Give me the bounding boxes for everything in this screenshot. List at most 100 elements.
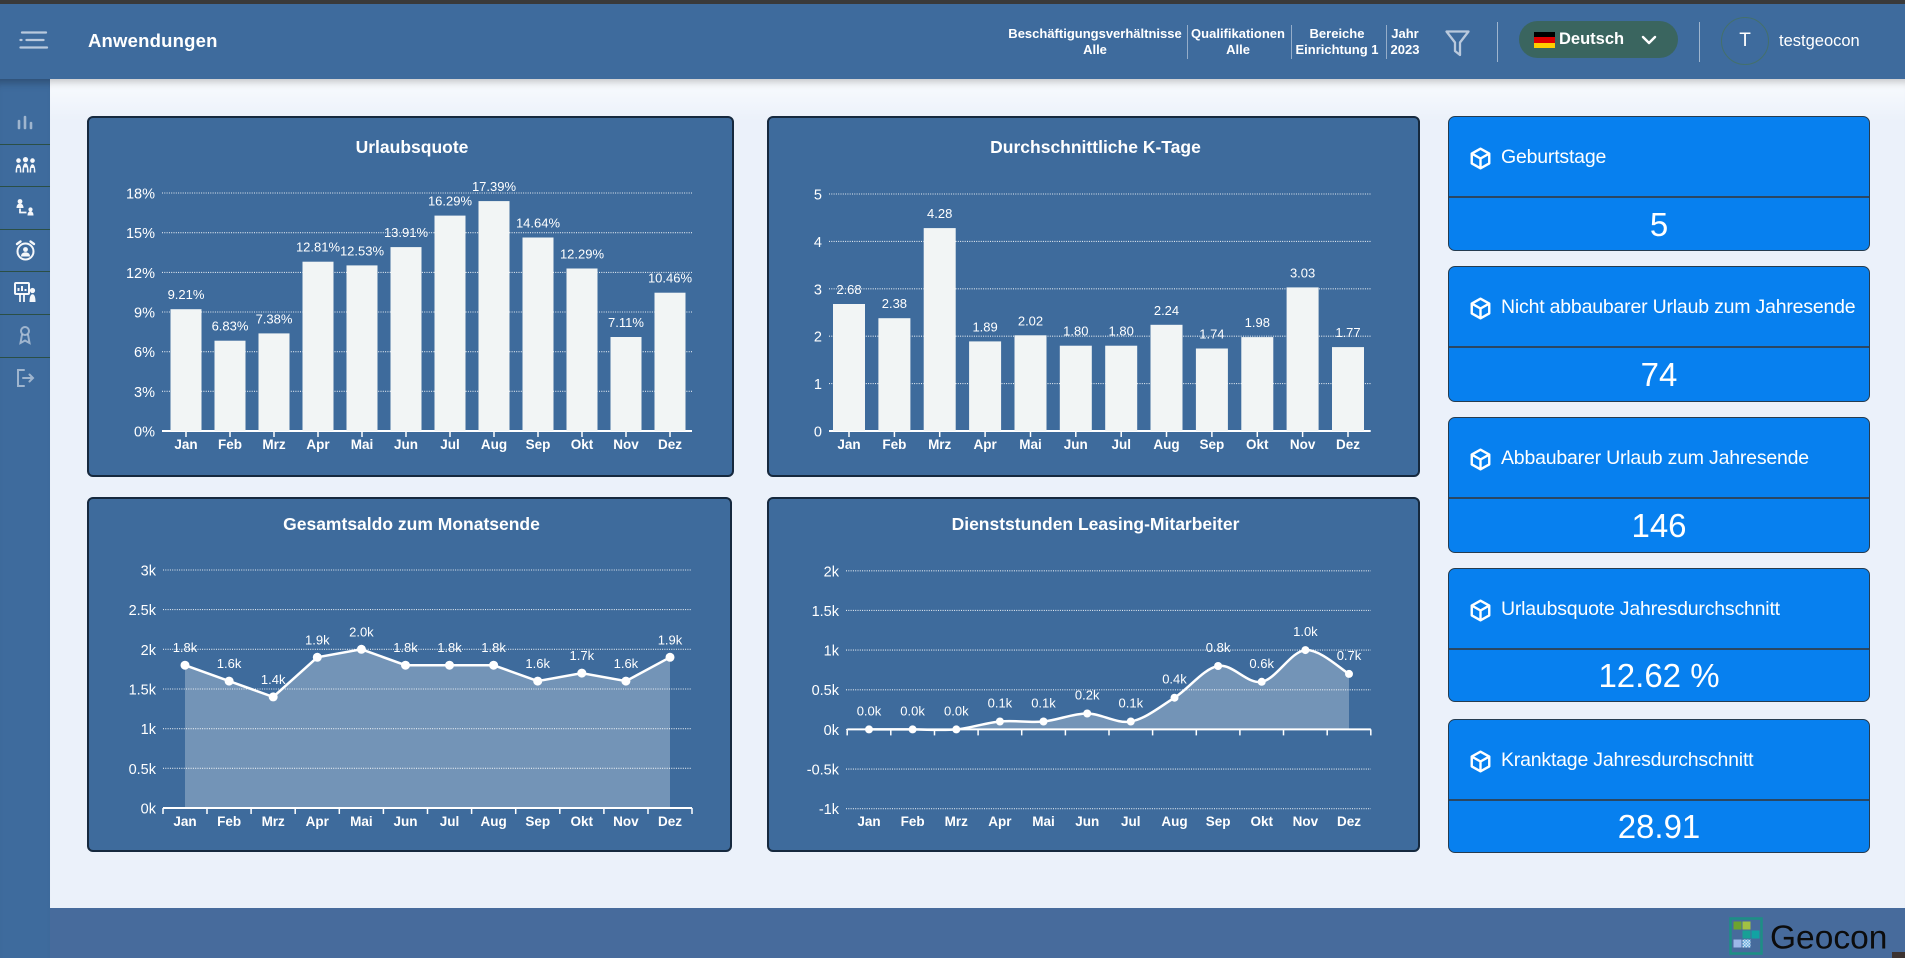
svg-text:0.8k: 0.8k <box>1206 640 1231 655</box>
svg-text:6.83%: 6.83% <box>212 319 249 334</box>
svg-text:1.80: 1.80 <box>1063 324 1088 339</box>
svg-text:Mrz: Mrz <box>262 437 285 452</box>
svg-text:3: 3 <box>814 282 822 298</box>
svg-text:1.6k: 1.6k <box>525 656 550 671</box>
svg-text:3.03: 3.03 <box>1290 265 1315 280</box>
svg-text:Jul: Jul <box>440 437 460 452</box>
svg-text:13.91%: 13.91% <box>384 225 429 240</box>
svg-text:1.74: 1.74 <box>1199 327 1224 342</box>
svg-text:0.1k: 0.1k <box>988 696 1013 711</box>
svg-text:10.46%: 10.46% <box>648 271 693 286</box>
svg-text:Jul: Jul <box>440 814 460 829</box>
svg-text:2.0k: 2.0k <box>349 624 374 639</box>
svg-text:1k: 1k <box>141 722 157 738</box>
svg-text:Nov: Nov <box>613 437 639 452</box>
svg-text:Aug: Aug <box>1153 437 1179 452</box>
svg-text:Jun: Jun <box>1064 437 1088 452</box>
svg-text:1.8k: 1.8k <box>393 640 418 655</box>
svg-text:Dez: Dez <box>658 437 682 452</box>
svg-text:2: 2 <box>814 330 822 346</box>
svg-text:Dez: Dez <box>658 814 682 829</box>
svg-text:2.24: 2.24 <box>1154 303 1179 318</box>
svg-text:12.29%: 12.29% <box>560 247 605 262</box>
svg-text:1.77: 1.77 <box>1335 325 1360 340</box>
svg-text:Apr: Apr <box>306 814 330 829</box>
svg-text:Mai: Mai <box>1032 814 1055 829</box>
svg-text:7.38%: 7.38% <box>256 311 293 326</box>
svg-text:Mai: Mai <box>351 437 374 452</box>
svg-text:Jan: Jan <box>173 814 196 829</box>
svg-text:Aug: Aug <box>480 814 506 829</box>
svg-text:Geocon: Geocon <box>1770 920 1887 957</box>
svg-text:1.8k: 1.8k <box>437 640 462 655</box>
svg-text:Mrz: Mrz <box>262 814 285 829</box>
svg-text:1: 1 <box>814 377 822 393</box>
svg-text:0.0k: 0.0k <box>857 703 882 718</box>
svg-text:16.29%: 16.29% <box>428 194 473 209</box>
svg-text:2k: 2k <box>824 564 840 580</box>
svg-text:Feb: Feb <box>901 814 925 829</box>
svg-text:9%: 9% <box>134 306 155 322</box>
svg-text:1.4k: 1.4k <box>261 672 286 687</box>
svg-text:Urlaubsquote: Urlaubsquote <box>356 137 469 157</box>
svg-text:Apr: Apr <box>973 437 997 452</box>
svg-text:12.81%: 12.81% <box>296 240 341 255</box>
svg-text:1.8k: 1.8k <box>481 640 506 655</box>
svg-text:1.89: 1.89 <box>972 319 997 334</box>
svg-text:2k: 2k <box>141 643 157 659</box>
svg-text:0.0k: 0.0k <box>900 703 925 718</box>
svg-text:1.9k: 1.9k <box>305 632 330 647</box>
svg-text:4.28: 4.28 <box>927 206 952 221</box>
svg-text:0.6k: 0.6k <box>1249 656 1274 671</box>
svg-text:1.6k: 1.6k <box>217 656 242 671</box>
svg-text:2.68: 2.68 <box>836 282 861 297</box>
svg-text:Jun: Jun <box>394 437 418 452</box>
svg-text:Jun: Jun <box>393 814 417 829</box>
svg-text:15%: 15% <box>126 226 155 242</box>
svg-text:0.4k: 0.4k <box>1162 672 1187 687</box>
svg-text:Dez: Dez <box>1336 437 1360 452</box>
svg-text:Nov: Nov <box>613 814 639 829</box>
svg-text:Mrz: Mrz <box>928 437 951 452</box>
svg-text:0%: 0% <box>134 425 155 441</box>
svg-text:1.6k: 1.6k <box>614 656 639 671</box>
svg-text:0.0k: 0.0k <box>944 703 969 718</box>
svg-text:5: 5 <box>814 188 822 204</box>
svg-text:Jun: Jun <box>1075 814 1099 829</box>
svg-text:Okt: Okt <box>571 437 594 452</box>
svg-text:Sep: Sep <box>525 814 550 829</box>
svg-text:-0.5k: -0.5k <box>807 763 840 779</box>
svg-text:0.1k: 0.1k <box>1031 696 1056 711</box>
svg-text:0k: 0k <box>141 802 157 818</box>
svg-text:Apr: Apr <box>988 814 1012 829</box>
svg-text:Feb: Feb <box>217 814 241 829</box>
svg-text:Mrz: Mrz <box>945 814 968 829</box>
svg-text:6%: 6% <box>134 345 155 361</box>
svg-text:Aug: Aug <box>481 437 507 452</box>
svg-text:1.7k: 1.7k <box>570 648 595 663</box>
svg-text:Mai: Mai <box>1019 437 1042 452</box>
svg-text:1.9k: 1.9k <box>658 632 683 647</box>
svg-text:17.39%: 17.39% <box>472 179 517 194</box>
svg-text:1k: 1k <box>824 644 840 660</box>
svg-text:Jan: Jan <box>837 437 860 452</box>
svg-text:0.5k: 0.5k <box>129 762 157 778</box>
svg-text:Feb: Feb <box>882 437 906 452</box>
svg-text:Gesamtsaldo zum Monatsende: Gesamtsaldo zum Monatsende <box>283 514 540 534</box>
svg-text:0.2k: 0.2k <box>1075 688 1100 703</box>
svg-text:2.02: 2.02 <box>1018 313 1043 328</box>
svg-text:-1k: -1k <box>819 802 840 818</box>
svg-text:1.5k: 1.5k <box>129 683 157 699</box>
svg-text:0: 0 <box>814 425 822 441</box>
svg-text:Aug: Aug <box>1161 814 1187 829</box>
svg-text:1.80: 1.80 <box>1109 324 1134 339</box>
svg-text:Dez: Dez <box>1337 814 1361 829</box>
svg-text:Okt: Okt <box>1250 814 1273 829</box>
svg-text:1.0k: 1.0k <box>1293 624 1318 639</box>
svg-text:Sep: Sep <box>1200 437 1225 452</box>
svg-text:3k: 3k <box>141 564 157 580</box>
svg-text:4: 4 <box>814 235 822 251</box>
svg-text:Durchschnittliche K-Tage: Durchschnittliche K-Tage <box>990 137 1201 157</box>
svg-text:14.64%: 14.64% <box>516 216 561 231</box>
svg-text:Sep: Sep <box>526 437 551 452</box>
